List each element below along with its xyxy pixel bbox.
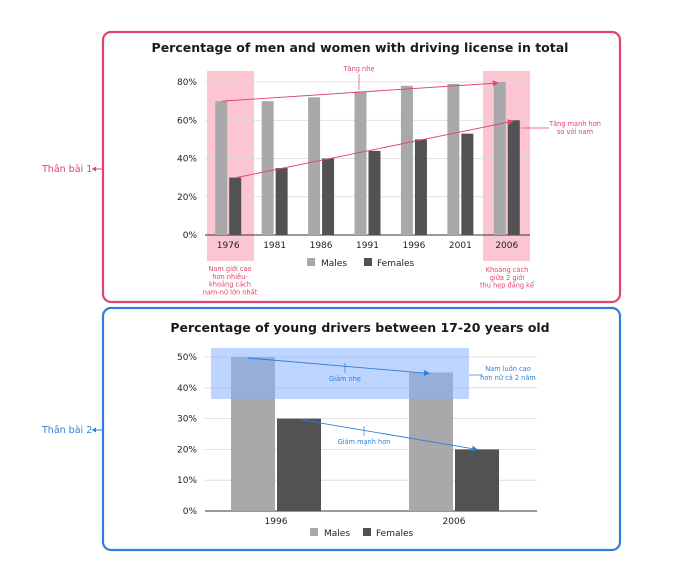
annotation-1976-gap-line-4: nam-nữ lớn nhất: [203, 288, 258, 296]
annotation-males-higher-line-2: hơn nữ cả 2 năm: [480, 374, 536, 382]
annotation-1976-gap-line-2: hơn nhiều-: [212, 273, 248, 281]
section-2-side-label: Thân bài 2: [41, 425, 92, 436]
annotation-tang-manh-hon-line-1: Tăng mạnh hơn: [548, 120, 601, 128]
chart-1-legend-males-swatch: [307, 258, 315, 266]
chart-1: Percentage of men and women with driving…: [152, 40, 569, 269]
chart-1-xtick-2006: 2006: [495, 241, 518, 251]
chart-2-bar-females-1996: [277, 418, 321, 511]
chart-1-ytick-80pct: 80%: [177, 78, 197, 88]
highlight-males-band: [211, 348, 469, 399]
chart-2-legend-females-label: Females: [376, 529, 414, 539]
chart-2-legend-females-swatch: [363, 528, 371, 536]
section-2-side-arrow-head: [92, 427, 96, 433]
chart-1-bar-males-2001: [447, 83, 460, 235]
chart-2-title: Percentage of young drivers between 17-2…: [170, 320, 549, 335]
chart-1-arrow-males-trend: [222, 80, 499, 102]
annotation-tang-nhe: Tăng nhẹ: [343, 65, 375, 73]
chart-1-ytick-60pct: 60%: [177, 116, 197, 126]
chart-1-bar-females-2006: [507, 120, 520, 235]
chart-2-ytick-30pct: 30%: [177, 415, 197, 425]
chart-1-legend-females-swatch: [364, 258, 372, 266]
chart-2-ytick-40pct: 40%: [177, 384, 197, 394]
chart-2: Percentage of young drivers between 17-2…: [170, 320, 549, 539]
chart-1-xtick-2001: 2001: [449, 241, 472, 251]
chart-1-legend-males-label: Males: [321, 259, 347, 269]
chart-2-xtick-2006: 2006: [443, 517, 466, 527]
section-2-frame: [101, 306, 622, 552]
chart-1-bar-females-1991: [368, 150, 381, 235]
annotation-tang-manh-hon-line-2: so với nam: [557, 128, 593, 136]
chart-1-bar-males-2006: [493, 82, 506, 235]
annotation-1976-gap-line-1: Nam giới cao: [208, 265, 251, 273]
chart-1-bar-males-1986: [308, 97, 321, 235]
annotation-2006-gap-line-1: Khoảng cách: [486, 266, 529, 274]
chart-1-ytick-20pct: 20%: [177, 193, 197, 203]
chart-2-legend-males-swatch: [310, 528, 318, 536]
chart-1-bar-males-1991: [354, 91, 367, 235]
chart-1-xtick-1976: 1976: [217, 241, 240, 251]
chart-1-bar-females-1976: [229, 177, 242, 235]
chart-1-title: Percentage of men and women with driving…: [152, 40, 569, 55]
section-1-side-arrow-head: [92, 166, 96, 172]
chart-1-xtick-1986: 1986: [310, 241, 333, 251]
chart-2-legend-males-label: Males: [324, 529, 350, 539]
chart-1-arrow-females-trend: [236, 119, 514, 179]
chart-1-bar-males-1981: [261, 101, 274, 235]
chart-1-bar-females-2001: [461, 133, 474, 235]
annotation-1976-gap-line-3: khoảng cách: [209, 281, 251, 289]
annotation-males-higher-line-1: Nam luôn cao: [485, 365, 531, 373]
chart-1-bar-females-1986: [322, 158, 335, 235]
annotation-giam-manh-hon: Giảm mạnh hơn: [338, 438, 391, 446]
chart-1-xtick-1981: 1981: [263, 241, 286, 251]
annotation-giam-nhe: Giảm nhẹ: [329, 375, 361, 383]
chart-1-bar-females-1996: [414, 139, 427, 235]
chart-1-bar-females-1981: [275, 168, 288, 235]
chart-1-xtick-1996: 1996: [402, 241, 425, 251]
chart-1-ytick-40pct: 40%: [177, 155, 197, 165]
chart-1-ytick-0pct: 0%: [183, 231, 198, 241]
chart-2-ytick-20pct: 20%: [177, 445, 197, 455]
chart-2-ytick-0pct: 0%: [183, 507, 198, 517]
chart-2-ytick-50pct: 50%: [177, 353, 197, 363]
chart-2-ytick-10pct: 10%: [177, 476, 197, 486]
chart-1-xtick-1991: 1991: [356, 241, 379, 251]
chart-1-bar-males-1976: [215, 101, 228, 235]
annotation-2006-gap-line-3: thu hẹp đáng kể: [480, 281, 534, 290]
chart-2-bar-females-2006: [455, 449, 499, 511]
section-1-side-label: Thân bài 1: [41, 164, 92, 175]
chart-2-xtick-1996: 1996: [265, 517, 288, 527]
chart-1-bar-males-1996: [400, 85, 413, 235]
chart-2-arrow-females-trend: [299, 419, 478, 452]
annotation-2006-gap-line-2: giữa 2 giới: [490, 274, 525, 282]
highlight-2006: [483, 71, 530, 261]
chart-1-legend-females-label: Females: [377, 259, 415, 269]
section-1-frame: [101, 30, 622, 304]
chart-2-arrow-males-trend: [247, 357, 430, 376]
